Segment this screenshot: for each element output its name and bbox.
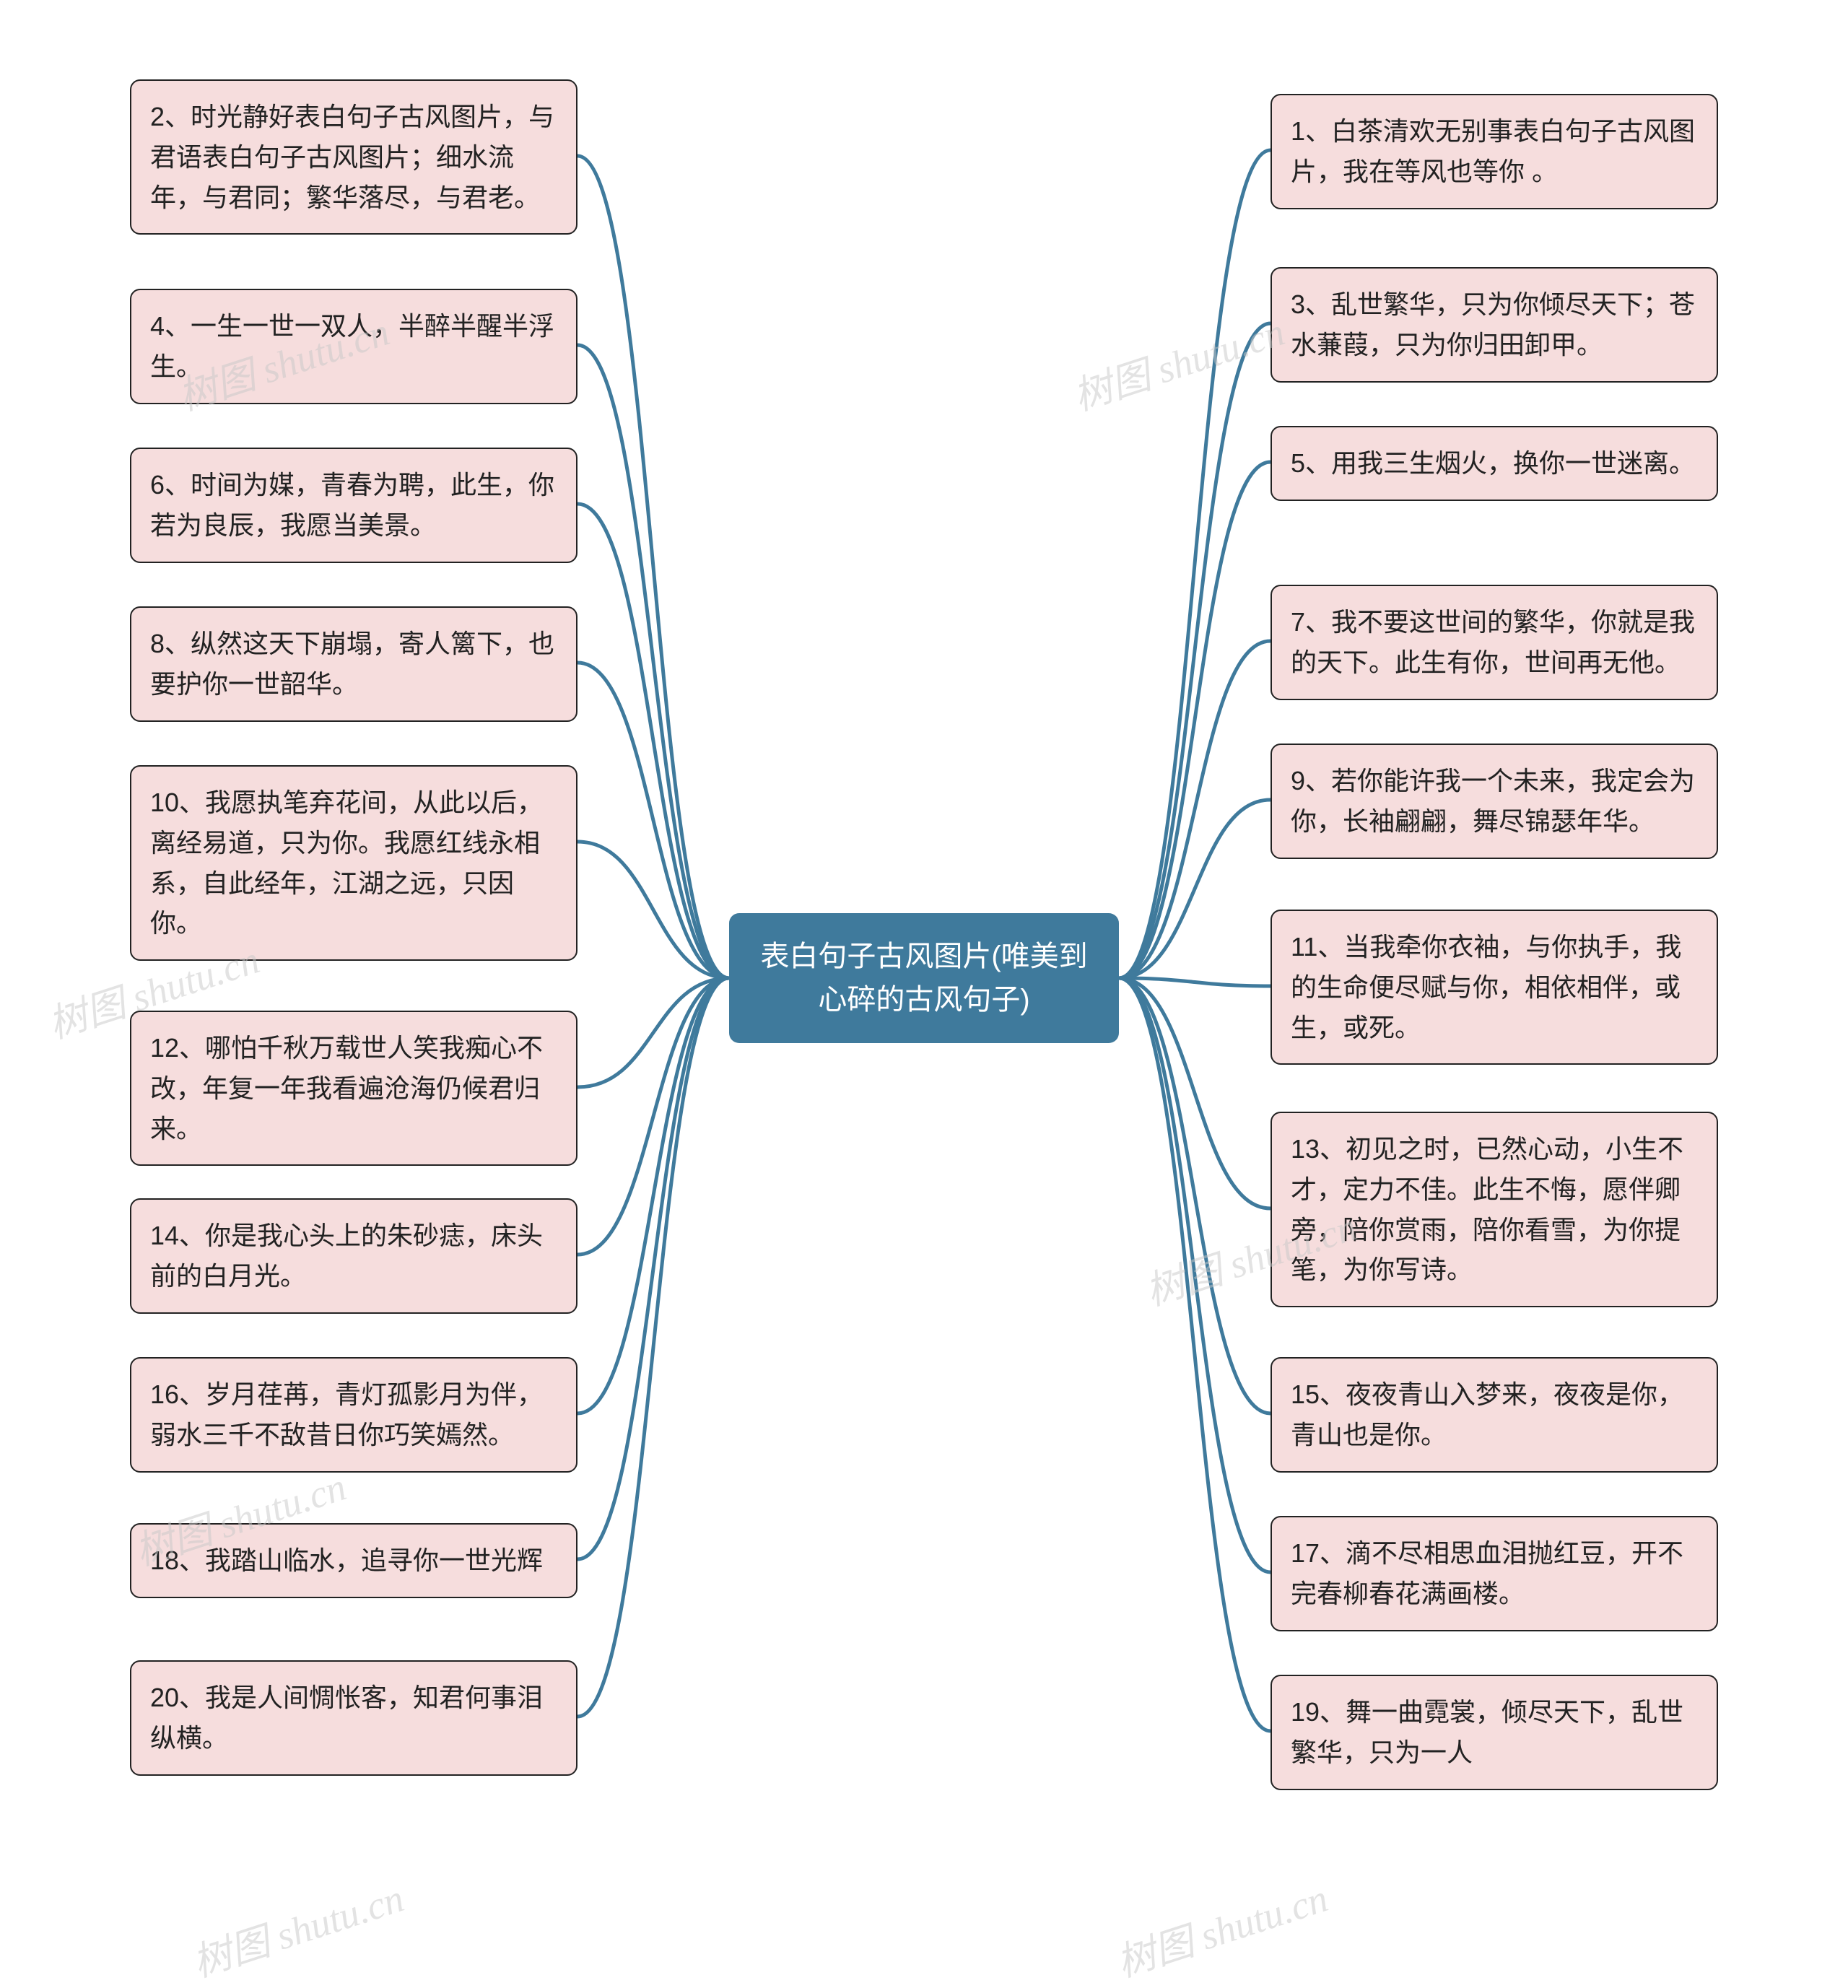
leaf-text: 18、我踏山临水，追寻你一世光辉 [150,1546,543,1575]
leaf-node-16: 16、岁月荏苒，青灯孤影月为伴，弱水三千不敌昔日你巧笑嫣然。 [130,1357,578,1473]
leaf-text: 10、我愿执笔弃花间，从此以后，离经易道，只为你。我愿红线永相系，自此经年，江湖… [150,788,543,938]
leaf-node-17: 17、滴不尽相思血泪抛红豆，开不完春柳春花满画楼。 [1270,1516,1718,1631]
leaf-node-19: 19、舞一曲霓裳，倾尽天下，乱世繁华，只为一人 [1270,1675,1718,1790]
center-node: 表白句子古风图片(唯美到心碎的古风句子) [729,913,1119,1043]
leaf-node-3: 3、乱世繁华，只为你倾尽天下；苍水蒹葭，只为你归田卸甲。 [1270,267,1718,383]
leaf-node-7: 7、我不要这世间的繁华，你就是我的天下。此生有你，世间再无他。 [1270,585,1718,700]
leaf-node-10: 10、我愿执笔弃花间，从此以后，离经易道，只为你。我愿红线永相系，自此经年，江湖… [130,765,578,961]
watermark: 树图 shutu.cn [184,1866,410,1988]
leaf-text: 17、滴不尽相思血泪抛红豆，开不完春柳春花满画楼。 [1291,1538,1683,1608]
leaf-text: 8、纵然这天下崩塌，寄人篱下，也要护你一世韶华。 [150,629,554,699]
leaf-node-1: 1、白茶清欢无别事表白句子古风图片，我在等风也等你 。 [1270,94,1718,209]
watermark: 树图 shutu.cn [1065,300,1291,422]
leaf-text: 13、初见之时，已然心动，小生不才，定力不佳。此生不悔，愿伴卿旁，陪你赏雨，陪你… [1291,1134,1683,1284]
leaf-node-4: 4、一生一世一双人，半醉半醒半浮生。 [130,289,578,404]
leaf-node-5: 5、用我三生烟火，换你一世迷离。 [1270,426,1718,501]
leaf-node-6: 6、时间为媒，青春为聘，此生，你若为良辰，我愿当美景。 [130,448,578,563]
leaf-text: 1、白茶清欢无别事表白句子古风图片，我在等风也等你 。 [1291,116,1695,186]
leaf-node-12: 12、哪怕千秋万载世人笑我痴心不改，年复一年我看遍沧海仍候君归来。 [130,1011,578,1166]
leaf-text: 4、一生一世一双人，半醉半醒半浮生。 [150,311,554,381]
leaf-text: 20、我是人间惆怅客，知君何事泪纵横。 [150,1683,543,1753]
leaf-node-20: 20、我是人间惆怅客，知君何事泪纵横。 [130,1660,578,1776]
center-text: 表白句子古风图片(唯美到心碎的古风句子) [760,941,1087,1016]
leaf-node-15: 15、夜夜青山入梦来，夜夜是你，青山也是你。 [1270,1357,1718,1473]
leaf-text: 12、哪怕千秋万载世人笑我痴心不改，年复一年我看遍沧海仍候君归来。 [150,1033,543,1143]
leaf-text: 9、若你能许我一个未来，我定会为你，长袖翩翩，舞尽锦瑟年华。 [1291,766,1695,836]
leaf-text: 15、夜夜青山入梦来，夜夜是你，青山也是你。 [1291,1379,1683,1449]
leaf-node-18: 18、我踏山临水，追寻你一世光辉 [130,1523,578,1598]
watermark: 树图 shutu.cn [1108,1866,1334,1988]
leaf-text: 14、你是我心头上的朱砂痣，床头前的白月光。 [150,1221,543,1291]
leaf-text: 6、时间为媒，青春为聘，此生，你若为良辰，我愿当美景。 [150,470,554,540]
leaf-node-13: 13、初见之时，已然心动，小生不才，定力不佳。此生不悔，愿伴卿旁，陪你赏雨，陪你… [1270,1112,1718,1307]
mindmap-canvas: 表白句子古风图片(唯美到心碎的古风句子) 2、时光静好表白句子古风图片，与君语表… [0,0,1848,1945]
leaf-text: 7、我不要这世间的繁华，你就是我的天下。此生有你，世间再无他。 [1291,607,1695,677]
leaf-text: 16、岁月荏苒，青灯孤影月为伴，弱水三千不敌昔日你巧笑嫣然。 [150,1379,543,1449]
leaf-node-9: 9、若你能许我一个未来，我定会为你，长袖翩翩，舞尽锦瑟年华。 [1270,744,1718,859]
leaf-node-14: 14、你是我心头上的朱砂痣，床头前的白月光。 [130,1198,578,1314]
leaf-text: 5、用我三生烟火，换你一世迷离。 [1291,448,1695,478]
leaf-text: 3、乱世繁华，只为你倾尽天下；苍水蒹葭，只为你归田卸甲。 [1291,289,1695,359]
leaf-node-11: 11、当我牵你衣袖，与你执手，我的生命便尽赋与你，相依相伴，或生，或死。 [1270,910,1718,1065]
leaf-text: 19、舞一曲霓裳，倾尽天下，乱世繁华，只为一人 [1291,1697,1683,1767]
leaf-node-8: 8、纵然这天下崩塌，寄人篱下，也要护你一世韶华。 [130,606,578,722]
leaf-text: 2、时光静好表白句子古风图片，与君语表白句子古风图片；细水流年，与君同；繁华落尽… [150,102,554,212]
leaf-text: 11、当我牵你衣袖，与你执手，我的生命便尽赋与你，相依相伴，或生，或死。 [1291,932,1681,1042]
leaf-node-2: 2、时光静好表白句子古风图片，与君语表白句子古风图片；细水流年，与君同；繁华落尽… [130,79,578,235]
